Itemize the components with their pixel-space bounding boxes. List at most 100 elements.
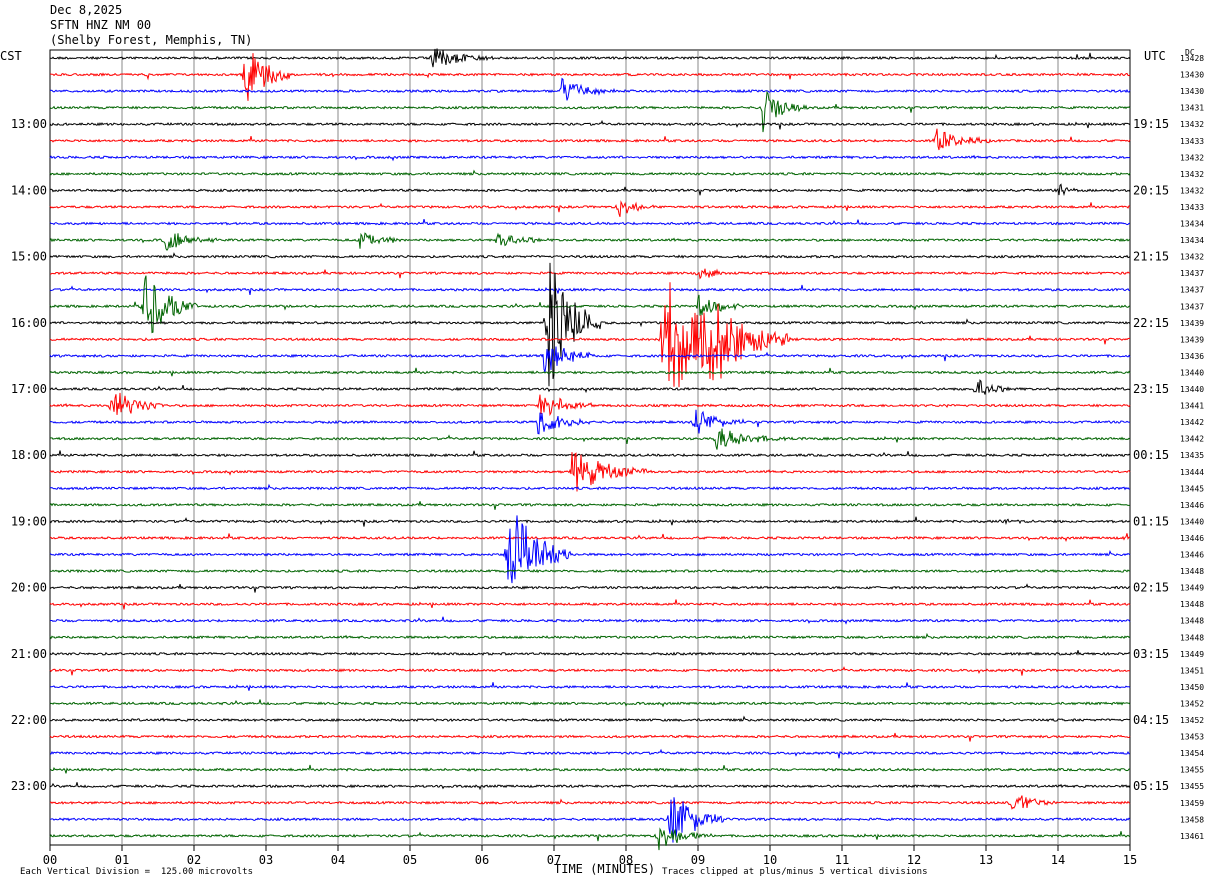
dc-offset-label: 13448 [1180, 600, 1204, 609]
left-time-label: 19:00 [11, 514, 47, 528]
dc-offset-label: 13444 [1180, 468, 1204, 477]
dc-offset-label: 13442 [1180, 435, 1204, 444]
right-timezone-label: UTC [1144, 49, 1166, 63]
seismic-trace [49, 501, 1131, 510]
right-time-label: 05:15 [1133, 779, 1169, 793]
right-time-label: 01:15 [1133, 514, 1169, 528]
seismic-trace [49, 77, 1131, 101]
right-time-label: 21:15 [1133, 250, 1169, 264]
x-tick-label: 00 [43, 853, 57, 867]
seismic-trace [49, 682, 1131, 691]
dc-offset-label: 13436 [1180, 352, 1204, 361]
seismic-trace [49, 715, 1131, 723]
seismic-trace [49, 632, 1131, 640]
seismic-trace [49, 782, 1131, 791]
dc-offset-label: 13448 [1180, 617, 1204, 626]
seismic-trace [49, 53, 1131, 101]
dc-offset-label: 13432 [1180, 153, 1204, 162]
seismic-trace [49, 119, 1131, 130]
dc-offset-label: 13440 [1180, 517, 1204, 526]
right-time-label: 04:15 [1133, 713, 1169, 727]
seismic-trace [49, 200, 1131, 218]
right-time-label: 03:15 [1133, 647, 1169, 661]
dc-offset-label: 13445 [1180, 484, 1204, 493]
seismic-trace [49, 252, 1131, 259]
right-time-labels: 19:15 20:15 21:15 22:15 23:15 00:15 01:15 02:15… [1133, 117, 1169, 793]
dc-offset-label: 13433 [1180, 137, 1204, 146]
header-date: Dec 8,2025 [50, 3, 123, 17]
dc-offset-label: 13437 [1180, 286, 1204, 295]
seismic-trace [49, 748, 1130, 759]
dc-offset-label: 13453 [1180, 733, 1204, 742]
seismic-trace [49, 409, 1131, 435]
seismic-trace [49, 232, 1131, 251]
dc-offset-label: 13432 [1180, 186, 1204, 195]
x-tick-label: 03 [259, 853, 273, 867]
x-tick-label: 06 [475, 853, 489, 867]
dc-offset-label: 13435 [1180, 451, 1204, 460]
dc-offset-label: 13449 [1180, 650, 1204, 659]
right-time-label: 22:15 [1133, 316, 1169, 330]
dc-offset-label: 13455 [1180, 782, 1204, 791]
seismic-trace [49, 367, 1131, 377]
dc-offset-label: 13431 [1180, 104, 1204, 113]
dc-offset-label: 13446 [1180, 501, 1204, 510]
x-tick-label: 08 [619, 853, 633, 867]
seismic-trace [49, 268, 1131, 280]
x-tick-label: 07 [547, 853, 561, 867]
dc-offset-label: 13441 [1180, 402, 1204, 411]
dc-offset-label: 13448 [1180, 567, 1204, 576]
x-tick-label: 12 [907, 853, 921, 867]
seismic-trace [49, 827, 1131, 851]
scale-note: Each Vertical Division = 125.00 microvol… [20, 867, 253, 877]
seismic-trace [49, 483, 1131, 491]
dc-offset-label: 13430 [1180, 87, 1204, 96]
left-time-label: 14:00 [11, 183, 47, 197]
left-time-labels: 13:00 14:00 15:00 16:00 17:00 18:00 19:00 20:00… [11, 117, 47, 793]
seismic-trace [49, 128, 1131, 151]
dc-offset-label: 13446 [1180, 534, 1204, 543]
x-axis-title: TIME (MINUTES) [554, 862, 656, 876]
x-tick-label: 04 [331, 853, 345, 867]
dc-offset-label: 13458 [1180, 815, 1204, 824]
trace-group [49, 48, 1131, 851]
seismic-trace [49, 275, 1131, 334]
seismic-trace [49, 616, 1131, 625]
right-time-label: 20:15 [1133, 183, 1169, 197]
seismic-trace [49, 218, 1130, 226]
seismic-trace [49, 262, 1131, 387]
left-time-label: 16:00 [11, 316, 47, 330]
left-time-label: 22:00 [11, 713, 47, 727]
dc-offset-labels: 13428 13430 13430 13431 13432 13433 13432 13432… [1180, 54, 1204, 841]
dc-offset-label: 13450 [1180, 683, 1204, 692]
dc-offset-label: 13459 [1180, 799, 1204, 808]
seismic-trace [49, 515, 1131, 584]
x-tick-label: 02 [187, 853, 201, 867]
seismic-trace [49, 797, 1131, 843]
seismic-trace [49, 392, 1131, 417]
x-tick-label: 11 [835, 853, 849, 867]
dc-offset-label: 13432 [1180, 170, 1204, 179]
seismic-trace [49, 90, 1131, 133]
dc-offset-label: 13442 [1180, 418, 1204, 427]
dc-offset-label: 13451 [1180, 666, 1204, 675]
seismic-trace [50, 48, 1131, 68]
right-time-label: 00:15 [1133, 448, 1169, 462]
x-tick-label: 14 [1051, 853, 1065, 867]
x-axis-ticks: 00 01 02 03 04 05 06 07 08 09 10 11 12 13 14 15 [43, 845, 1137, 867]
right-time-label: 23:15 [1133, 382, 1169, 396]
dc-offset-label: 13434 [1180, 220, 1204, 229]
dc-offset-label: 13452 [1180, 699, 1204, 708]
dc-offset-label: 13432 [1180, 253, 1204, 262]
seismic-trace [49, 568, 1131, 574]
dc-offset-label: 13448 [1180, 633, 1204, 642]
dc-offset-label: 13446 [1180, 551, 1204, 560]
dc-offset-label: 13437 [1180, 269, 1204, 278]
seismic-trace [49, 516, 1131, 527]
x-tick-label: 13 [979, 853, 993, 867]
seismic-trace [49, 599, 1131, 610]
dc-offset-label: 13440 [1180, 368, 1204, 377]
dc-offset-label: 13434 [1180, 236, 1204, 245]
seismic-trace [49, 346, 1131, 373]
